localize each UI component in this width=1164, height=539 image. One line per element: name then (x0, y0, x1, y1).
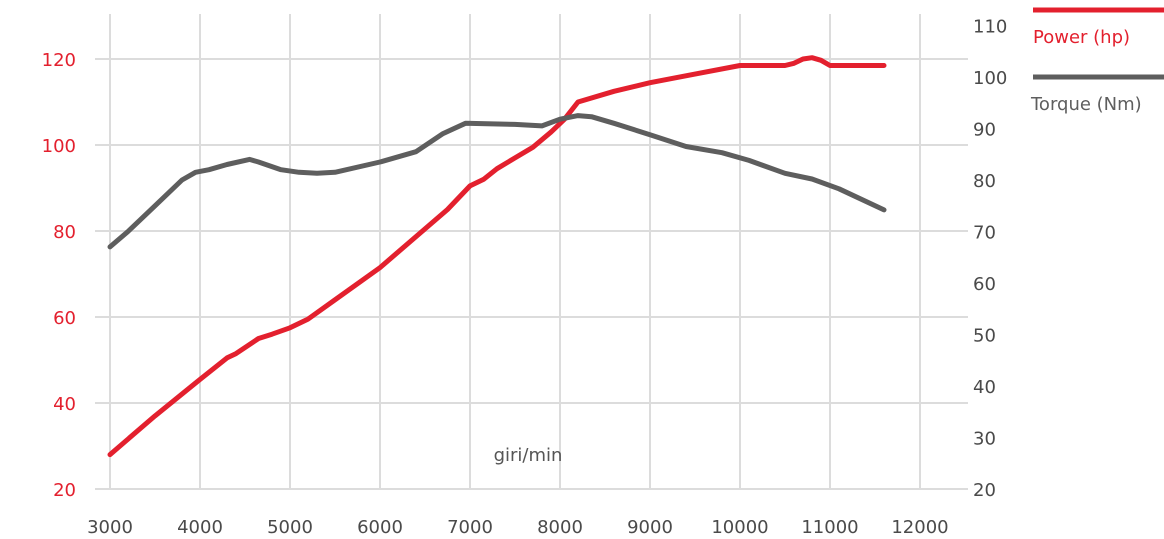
y-right-tick-label: 80 (973, 171, 996, 192)
y-left-tick-label: 80 (53, 222, 76, 243)
x-tick-label: 12000 (891, 517, 948, 538)
y-right-tick-label: 20 (973, 480, 996, 501)
y-left-tick-label: 100 (42, 136, 76, 157)
legend: Power (hp) Torque (Nm) (1030, 7, 1164, 115)
series-line-power (107, 55, 887, 458)
y-left-axis-ticks: 20 40 60 80 100 120 (42, 50, 76, 501)
series-lines (107, 55, 887, 458)
y-left-tick-label: 120 (42, 50, 76, 71)
x-tick-label: 11000 (801, 517, 858, 538)
x-tick-label: 10000 (711, 517, 768, 538)
x-tick-label: 7000 (447, 517, 493, 538)
legend-label-torque: Torque (Nm) (1030, 94, 1142, 115)
y-left-tick-label: 20 (53, 480, 76, 501)
x-tick-label: 5000 (267, 517, 313, 538)
x-tick-label: 9000 (627, 517, 673, 538)
x-tick-label: 6000 (357, 517, 403, 538)
legend-item-torque[interactable]: Torque (Nm) (1030, 74, 1164, 115)
x-tick-label: 3000 (87, 517, 133, 538)
y-left-tick-label: 40 (53, 394, 76, 415)
series-line-torque (107, 113, 887, 250)
y-right-tick-label: 60 (973, 274, 996, 295)
y-left-tick-label: 60 (53, 308, 76, 329)
y-right-tick-label: 50 (973, 326, 996, 347)
y-right-axis-ticks: 20 30 40 50 60 70 80 90 100 110 (973, 17, 1007, 502)
y-right-tick-label: 110 (973, 17, 1007, 38)
legend-item-power[interactable]: Power (hp) (1033, 7, 1164, 48)
legend-label-power: Power (hp) (1033, 27, 1130, 48)
grid (95, 14, 968, 490)
x-tick-label: 8000 (537, 517, 583, 538)
x-axis-ticks: 3000 4000 5000 6000 7000 8000 9000 10000 11000 12… (87, 517, 949, 538)
y-right-tick-label: 70 (973, 223, 996, 244)
y-right-tick-label: 90 (973, 120, 996, 141)
y-right-tick-label: 100 (973, 68, 1007, 89)
x-tick-label: 4000 (177, 517, 223, 538)
y-right-tick-label: 30 (973, 429, 996, 450)
x-axis-label: giri/min (494, 445, 563, 466)
y-right-tick-label: 40 (973, 377, 996, 398)
